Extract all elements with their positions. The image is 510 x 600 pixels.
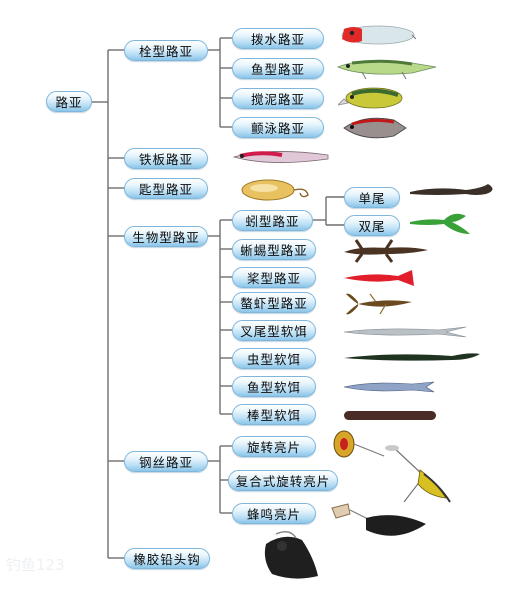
node-shuan: 栓型路亚 [124, 40, 208, 61]
crayfish-lure-image [346, 293, 412, 315]
spinner-lure-image [333, 430, 385, 458]
spoon-lure-image [241, 179, 309, 201]
single-tail-worm-image [410, 184, 493, 195]
node-bang: 棒型软饵 [232, 404, 316, 425]
node-xuanzhuan: 旋转亮片 [232, 436, 316, 457]
crankbait-lure-image [338, 87, 403, 109]
spinnerbait-image [385, 445, 451, 503]
node-jiang: 桨型路亚 [232, 267, 316, 288]
node-yuruan: 鱼型软饵 [232, 376, 316, 397]
double-tail-worm-image [410, 213, 470, 234]
lizard-lure-image [344, 239, 428, 263]
node-chong: 虫型软饵 [232, 348, 316, 369]
metal-jig-lure-image [232, 151, 329, 163]
node-dianyong: 颤泳路亚 [232, 117, 324, 138]
buzzbait-image [331, 503, 426, 536]
node-qiuxing: 蚓型路亚 [232, 210, 313, 231]
fish-soft-bait-image [343, 381, 435, 393]
node-shuangwei: 双尾 [344, 215, 400, 236]
rubber-jig-image [264, 531, 318, 579]
minnow-lure-image [336, 59, 437, 80]
node-chawei: 叉尾型软饵 [232, 320, 316, 341]
node-fengming: 蜂鸣亮片 [232, 503, 316, 524]
split-tail-lure-image [343, 326, 467, 338]
vibration-lure-image [343, 117, 407, 139]
node-danwei: 单尾 [344, 187, 400, 208]
node-xiaxie: 螯虾型路亚 [232, 292, 316, 313]
node-tieban: 铁板路亚 [124, 148, 208, 169]
node-xiangjiao: 橡胶铅头钩 [124, 548, 210, 569]
paddle-tail-lure-image [344, 270, 414, 286]
watermark: 钓鱼123 [6, 556, 65, 574]
root-node: 路亚 [46, 91, 92, 112]
node-bashui: 拨水路亚 [232, 28, 324, 49]
node-shengwu: 生物型路亚 [124, 226, 208, 247]
node-gangsi: 钢丝路亚 [124, 451, 208, 472]
stick-bait-image [344, 411, 436, 420]
node-xiyi: 蜥蜴型路亚 [232, 239, 316, 260]
node-jiaoni: 搅泥路亚 [232, 88, 324, 109]
node-fuhe: 复合式旋转亮片 [228, 470, 338, 491]
node-chi: 匙型路亚 [124, 178, 208, 199]
popper-lure-image [341, 25, 416, 45]
grub-lure-image [344, 353, 480, 361]
node-yuxing: 鱼型路亚 [232, 58, 324, 79]
